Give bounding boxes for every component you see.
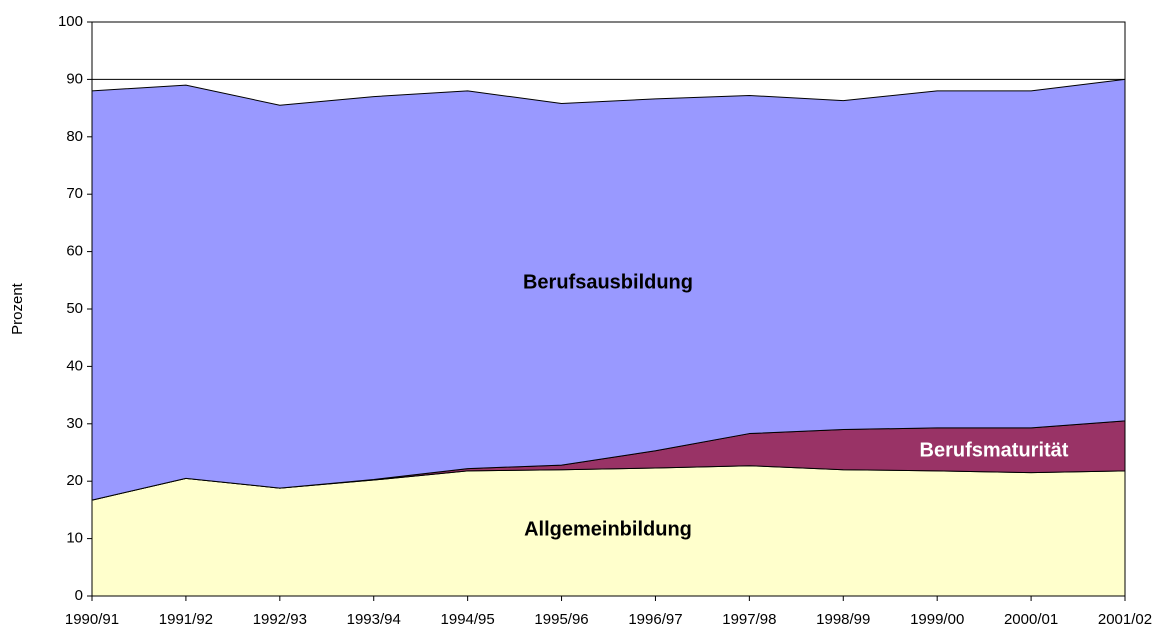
x-tick-label: 1994/95 bbox=[441, 611, 495, 628]
y-tick-label: 20 bbox=[66, 472, 83, 489]
y-tick-label: 80 bbox=[66, 128, 83, 145]
y-tick-label: 100 bbox=[58, 13, 83, 30]
y-axis-label: Prozent bbox=[9, 282, 26, 335]
series-label: Berufsmaturität bbox=[920, 439, 1069, 461]
y-tick-label: 90 bbox=[66, 70, 83, 87]
x-tick-label: 2000/01 bbox=[1004, 611, 1058, 628]
y-tick-label: 50 bbox=[66, 300, 83, 317]
y-tick-label: 10 bbox=[66, 530, 83, 547]
series-label: Allgemeinbildung bbox=[524, 518, 692, 540]
y-tick-label: 0 bbox=[75, 587, 83, 604]
x-tick-label: 2001/02 bbox=[1098, 611, 1152, 628]
x-tick-label: 1991/92 bbox=[159, 611, 213, 628]
x-tick-label: 1993/94 bbox=[347, 611, 401, 628]
x-tick-label: 1998/99 bbox=[816, 611, 870, 628]
y-tick-label: 40 bbox=[66, 357, 83, 374]
x-tick-label: 1997/98 bbox=[722, 611, 776, 628]
x-tick-label: 1999/00 bbox=[910, 611, 964, 628]
series-label: Berufsausbildung bbox=[523, 271, 693, 293]
x-tick-label: 1992/93 bbox=[253, 611, 307, 628]
y-tick-label: 30 bbox=[66, 415, 83, 432]
y-tick-label: 70 bbox=[66, 185, 83, 202]
x-tick-label: 1995/96 bbox=[534, 611, 588, 628]
x-tick-label: 1990/91 bbox=[65, 611, 119, 628]
x-tick-label: 1996/97 bbox=[628, 611, 682, 628]
y-tick-label: 60 bbox=[66, 243, 83, 260]
